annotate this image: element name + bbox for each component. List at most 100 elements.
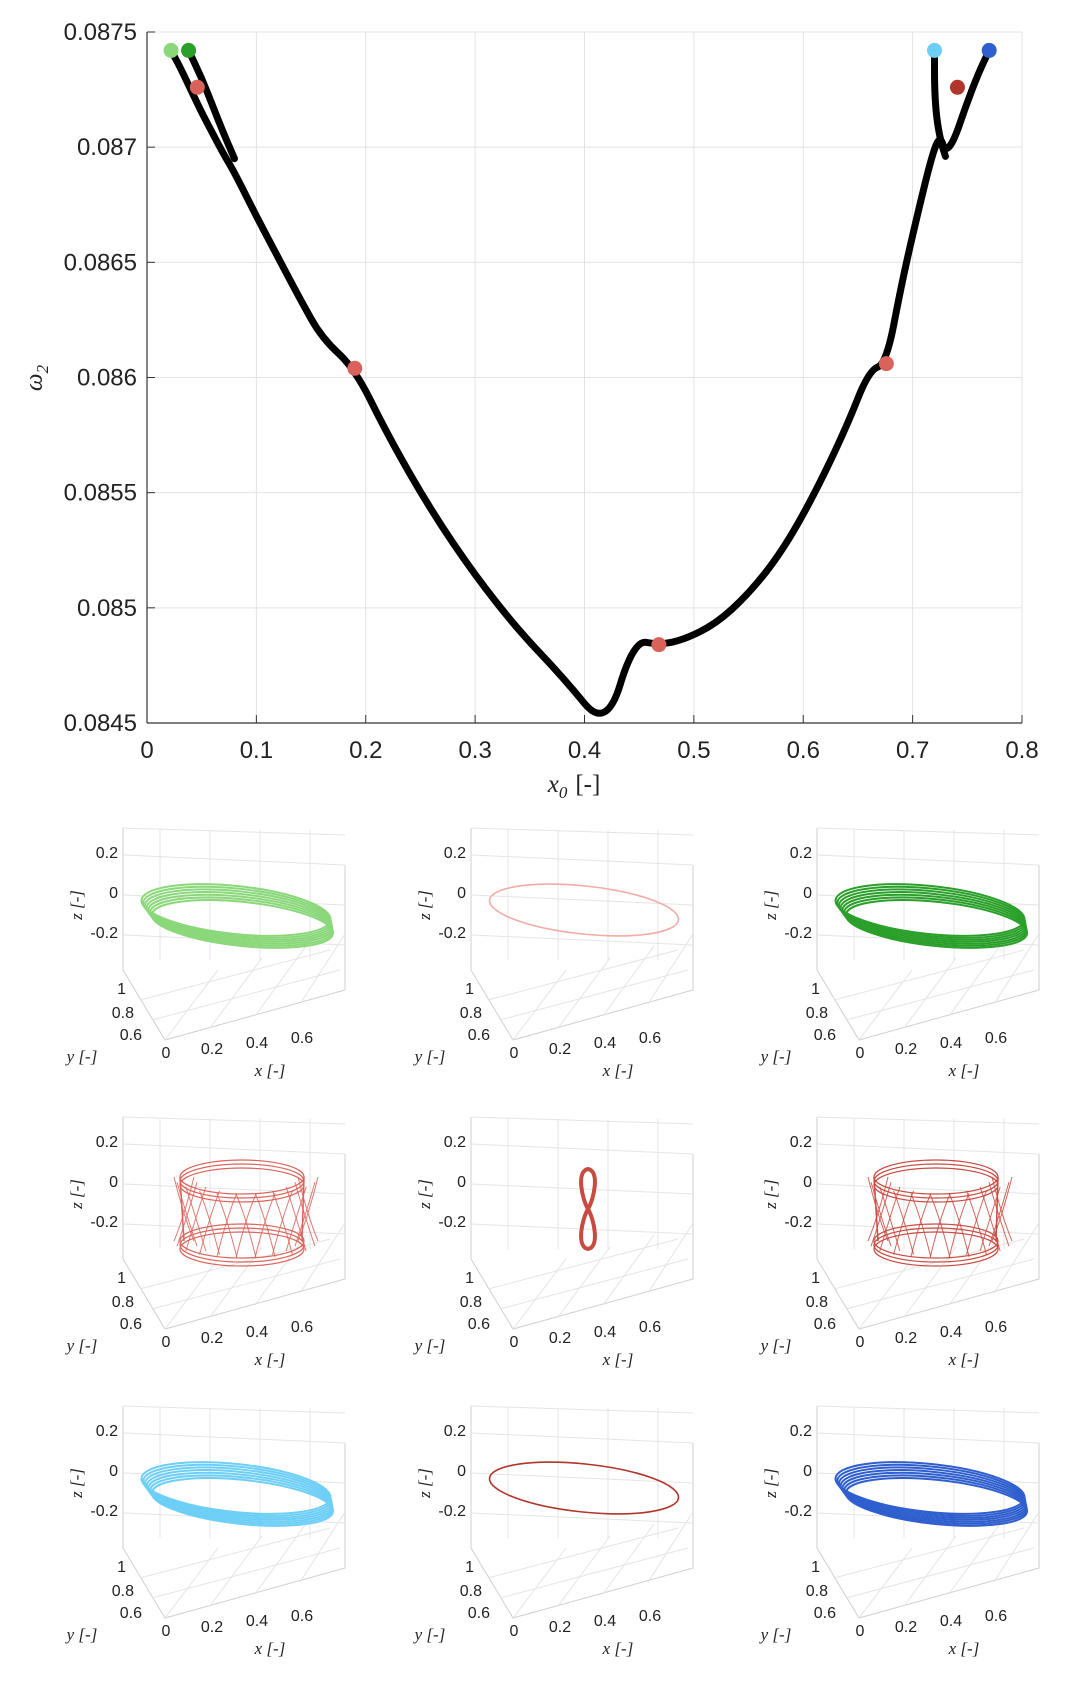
orbit-trajectory	[150, 1477, 335, 1527]
panel-gridline	[499, 1258, 689, 1310]
series-line-0	[167, 46, 993, 717]
z-axis-label: z [-]	[761, 890, 780, 921]
orbit-trajectory	[147, 1471, 334, 1523]
panel-gridline	[647, 933, 694, 1005]
x-tick-label: 0.6	[985, 1608, 1007, 1625]
panel-gridline	[816, 854, 1040, 866]
panel-gridline	[602, 945, 655, 1017]
panel-gridline	[512, 1547, 567, 1619]
x-tick-label: 0.7	[896, 737, 929, 764]
data-point-marker-3	[347, 360, 363, 376]
x-tick-label: 0.2	[895, 1619, 917, 1636]
orbit-trajectory	[179, 1167, 305, 1203]
z-tick-label: 0.2	[444, 1423, 466, 1440]
z-tick-label: -0.2	[784, 925, 812, 942]
orbit-panel-3: 0.2 0 -0.2 1 0.8 0.6 0 0.2 0.4 0.6 z [-] y [-] x [-]	[65, 1116, 346, 1369]
z-tick-label: 0.2	[96, 1134, 118, 1151]
panel-gridline	[948, 945, 1001, 1017]
panel-gridline	[122, 1183, 346, 1195]
y-tick-label: 0.8	[112, 1005, 134, 1022]
x-tick-label: 0.2	[549, 1330, 571, 1347]
orbit-panel-7: 0.2 0 -0.2 1 0.8 0.6 0 0.2 0.4 0.6 z [-] y [-] x [-]	[413, 1405, 694, 1658]
panel-gridline	[299, 933, 346, 1005]
orbit-trajectory	[991, 1176, 1013, 1242]
z-axis-label: z [-]	[761, 1468, 780, 1499]
panel-box-edge	[470, 1406, 694, 1619]
y-tick-label: 0.8	[460, 1294, 482, 1311]
orbit-trajectory	[839, 891, 1027, 943]
main-grid	[146, 31, 1023, 724]
data-point-marker-1	[181, 42, 197, 58]
x-tick-label: 0.2	[201, 1619, 223, 1636]
main-chart: 0 0.1 0.2 0.3 0.4 0.5 0.6 0.7 0.8 0.08450.0850.0…	[21, 19, 1039, 802]
z-tick-label: -0.2	[438, 1503, 466, 1520]
y-tick-label: 0.8	[112, 1294, 134, 1311]
y-tick-label: 0.0865	[64, 249, 137, 276]
x-tick-label: 0.6	[639, 1608, 661, 1625]
orbit-trajectory	[143, 1466, 333, 1519]
panel-gridline	[151, 1258, 341, 1310]
panel-box-edge	[816, 1117, 1040, 1330]
y-tick-label: 0.6	[814, 1605, 836, 1622]
orbit-trajectory	[235, 1193, 257, 1259]
orbit-trajectory	[199, 1190, 221, 1255]
x-tick-label: 0	[510, 1045, 519, 1062]
orbit-trajectory	[235, 1193, 257, 1259]
orbit-trajectory	[834, 1461, 1026, 1515]
panel-gridline	[993, 933, 1040, 1005]
x-tick-label: 0.2	[895, 1330, 917, 1347]
panel-gridline	[254, 945, 307, 1017]
x-axis-var: x	[547, 771, 559, 798]
orbit-trajectory	[991, 1176, 1013, 1242]
orbit-trajectory	[285, 1186, 307, 1252]
orbit-trajectory	[216, 1192, 238, 1258]
x-tick-label: 0.6	[787, 737, 820, 764]
panel-gridline	[845, 1547, 1035, 1599]
z-tick-label: -0.2	[90, 1214, 118, 1231]
panel-gridline	[948, 1523, 1001, 1595]
panel-gridline	[139, 1238, 331, 1290]
x-tick-label: 0	[162, 1045, 171, 1062]
panel-gridline	[816, 934, 1040, 946]
x-tick-label: 0.2	[201, 1330, 223, 1347]
orbit-trajectory	[837, 1466, 1027, 1519]
panel-gridline	[122, 1432, 346, 1444]
series-line-2	[931, 46, 949, 160]
orbit-panel-8: 0.2 0 -0.2 1 0.8 0.6 0 0.2 0.4 0.6 z [-] y [-] x [-]	[759, 1405, 1040, 1658]
orbit-trajectory	[893, 1190, 915, 1255]
x-tick-label: 0.4	[594, 1613, 616, 1630]
panel-gridline	[512, 1258, 567, 1330]
z-tick-label: 0	[457, 1463, 466, 1480]
z-tick-label: 0.2	[96, 845, 118, 862]
z-axis-label: z [-]	[67, 890, 86, 921]
orbit-trajectory	[145, 1469, 333, 1521]
panel-gridline	[816, 1143, 1040, 1155]
z-tick-label: -0.2	[438, 925, 466, 942]
x-tick-label: 0.4	[940, 1324, 962, 1341]
panel-gridline	[164, 1547, 219, 1619]
z-tick-label: -0.2	[90, 1503, 118, 1520]
data-point-marker-8	[981, 42, 997, 58]
orbit-trajectory	[176, 1182, 198, 1247]
panel-box-edge	[122, 828, 346, 1041]
panel-box-edge	[816, 1405, 1040, 1414]
orbit-trajectory	[879, 1186, 901, 1252]
orbit-trajectory	[173, 1176, 195, 1242]
y-tick-label: 1	[465, 1559, 474, 1576]
orbit-trajectory	[216, 1192, 238, 1258]
orbit-trajectory	[142, 885, 332, 939]
panel-box-edge	[122, 1406, 346, 1619]
y-tick-label: 0.8	[112, 1583, 134, 1600]
z-tick-label: 0.2	[444, 845, 466, 862]
panel-box-edge	[470, 1116, 694, 1125]
orbit-trajectory	[893, 1190, 915, 1255]
panel-gridline	[487, 949, 679, 1001]
orbit-trajectory	[844, 899, 1029, 949]
x-tick-label: 0.2	[549, 1619, 571, 1636]
x-tick-label: 0	[140, 737, 153, 764]
panel-gridline	[139, 1527, 331, 1579]
orbit-trajectory	[910, 1192, 932, 1258]
orbit-trajectory	[873, 1167, 999, 1203]
z-tick-label: 0	[457, 1174, 466, 1191]
orbit-trajectory	[841, 893, 1028, 945]
